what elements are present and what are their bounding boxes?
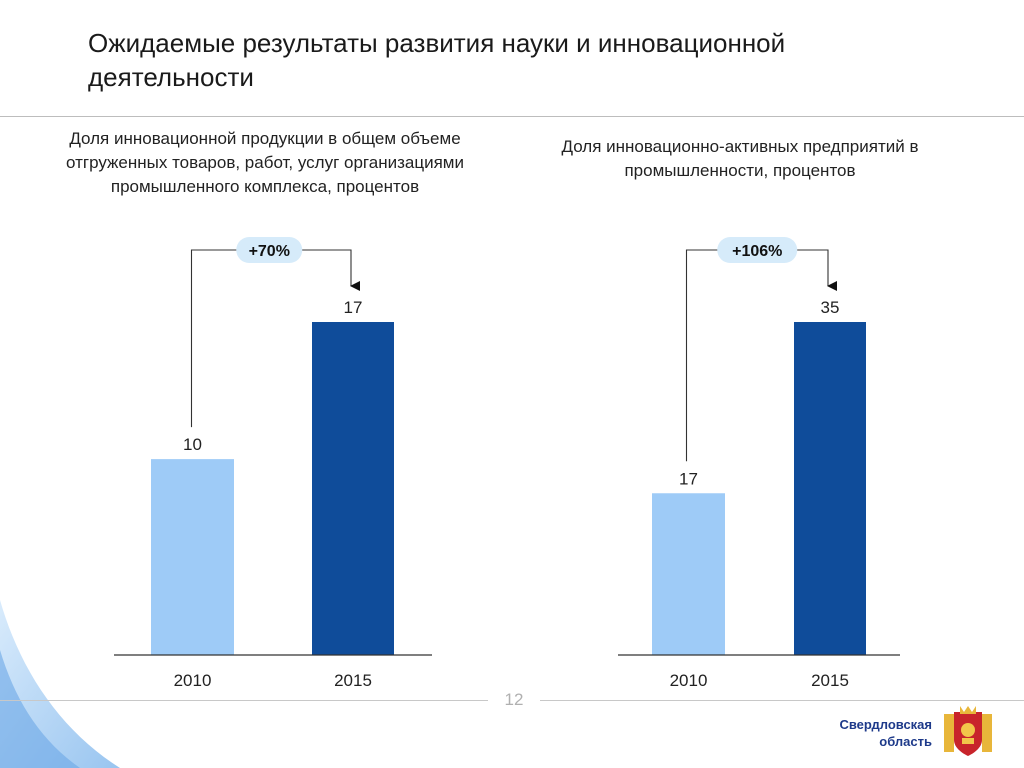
chart-1-category-label-2010: 2010	[174, 671, 212, 690]
chart-1-category-label-2015: 2015	[334, 671, 372, 690]
chart-1-title: Доля инновационной продукции в общем объ…	[66, 129, 464, 196]
chart-2-change-label: +106%	[732, 243, 782, 260]
region-label: Свердловская область	[806, 716, 932, 750]
chart-2-category-label-2010: 2010	[670, 671, 708, 690]
region-label-line2: область	[879, 734, 932, 749]
chart-2-title: Доля инновационно-активных предприятий в…	[561, 137, 919, 180]
chart-1-change-badge	[236, 237, 303, 263]
chart-2-value-label-2010: 17	[679, 469, 698, 488]
page-number: 12	[504, 690, 524, 709]
chart-2-bar-2010	[652, 493, 725, 655]
chart-1-value-label-2015: 17	[344, 298, 363, 317]
coat-of-arms-icon	[944, 706, 992, 756]
footer-divider-left	[0, 700, 488, 701]
chart-1-bar-2010	[151, 459, 234, 655]
chart-2-bar-2015	[794, 322, 866, 655]
chart-2-category-label-2015: 2015	[811, 671, 849, 690]
chart-1-bar-2015	[312, 322, 394, 655]
chart-2-change-badge	[717, 237, 798, 263]
header-divider	[0, 116, 1024, 117]
footer-divider-right	[540, 700, 1024, 701]
decorative-swoosh	[0, 600, 120, 768]
chart-1-value-label-2010: 10	[183, 435, 202, 454]
chart-1-change-label: +70%	[249, 243, 290, 260]
chart-2-value-label-2015: 35	[821, 298, 840, 317]
region-label-line1: Свердловская	[839, 717, 932, 732]
page-title: Ожидаемые результаты развития науки и ин…	[88, 28, 786, 92]
